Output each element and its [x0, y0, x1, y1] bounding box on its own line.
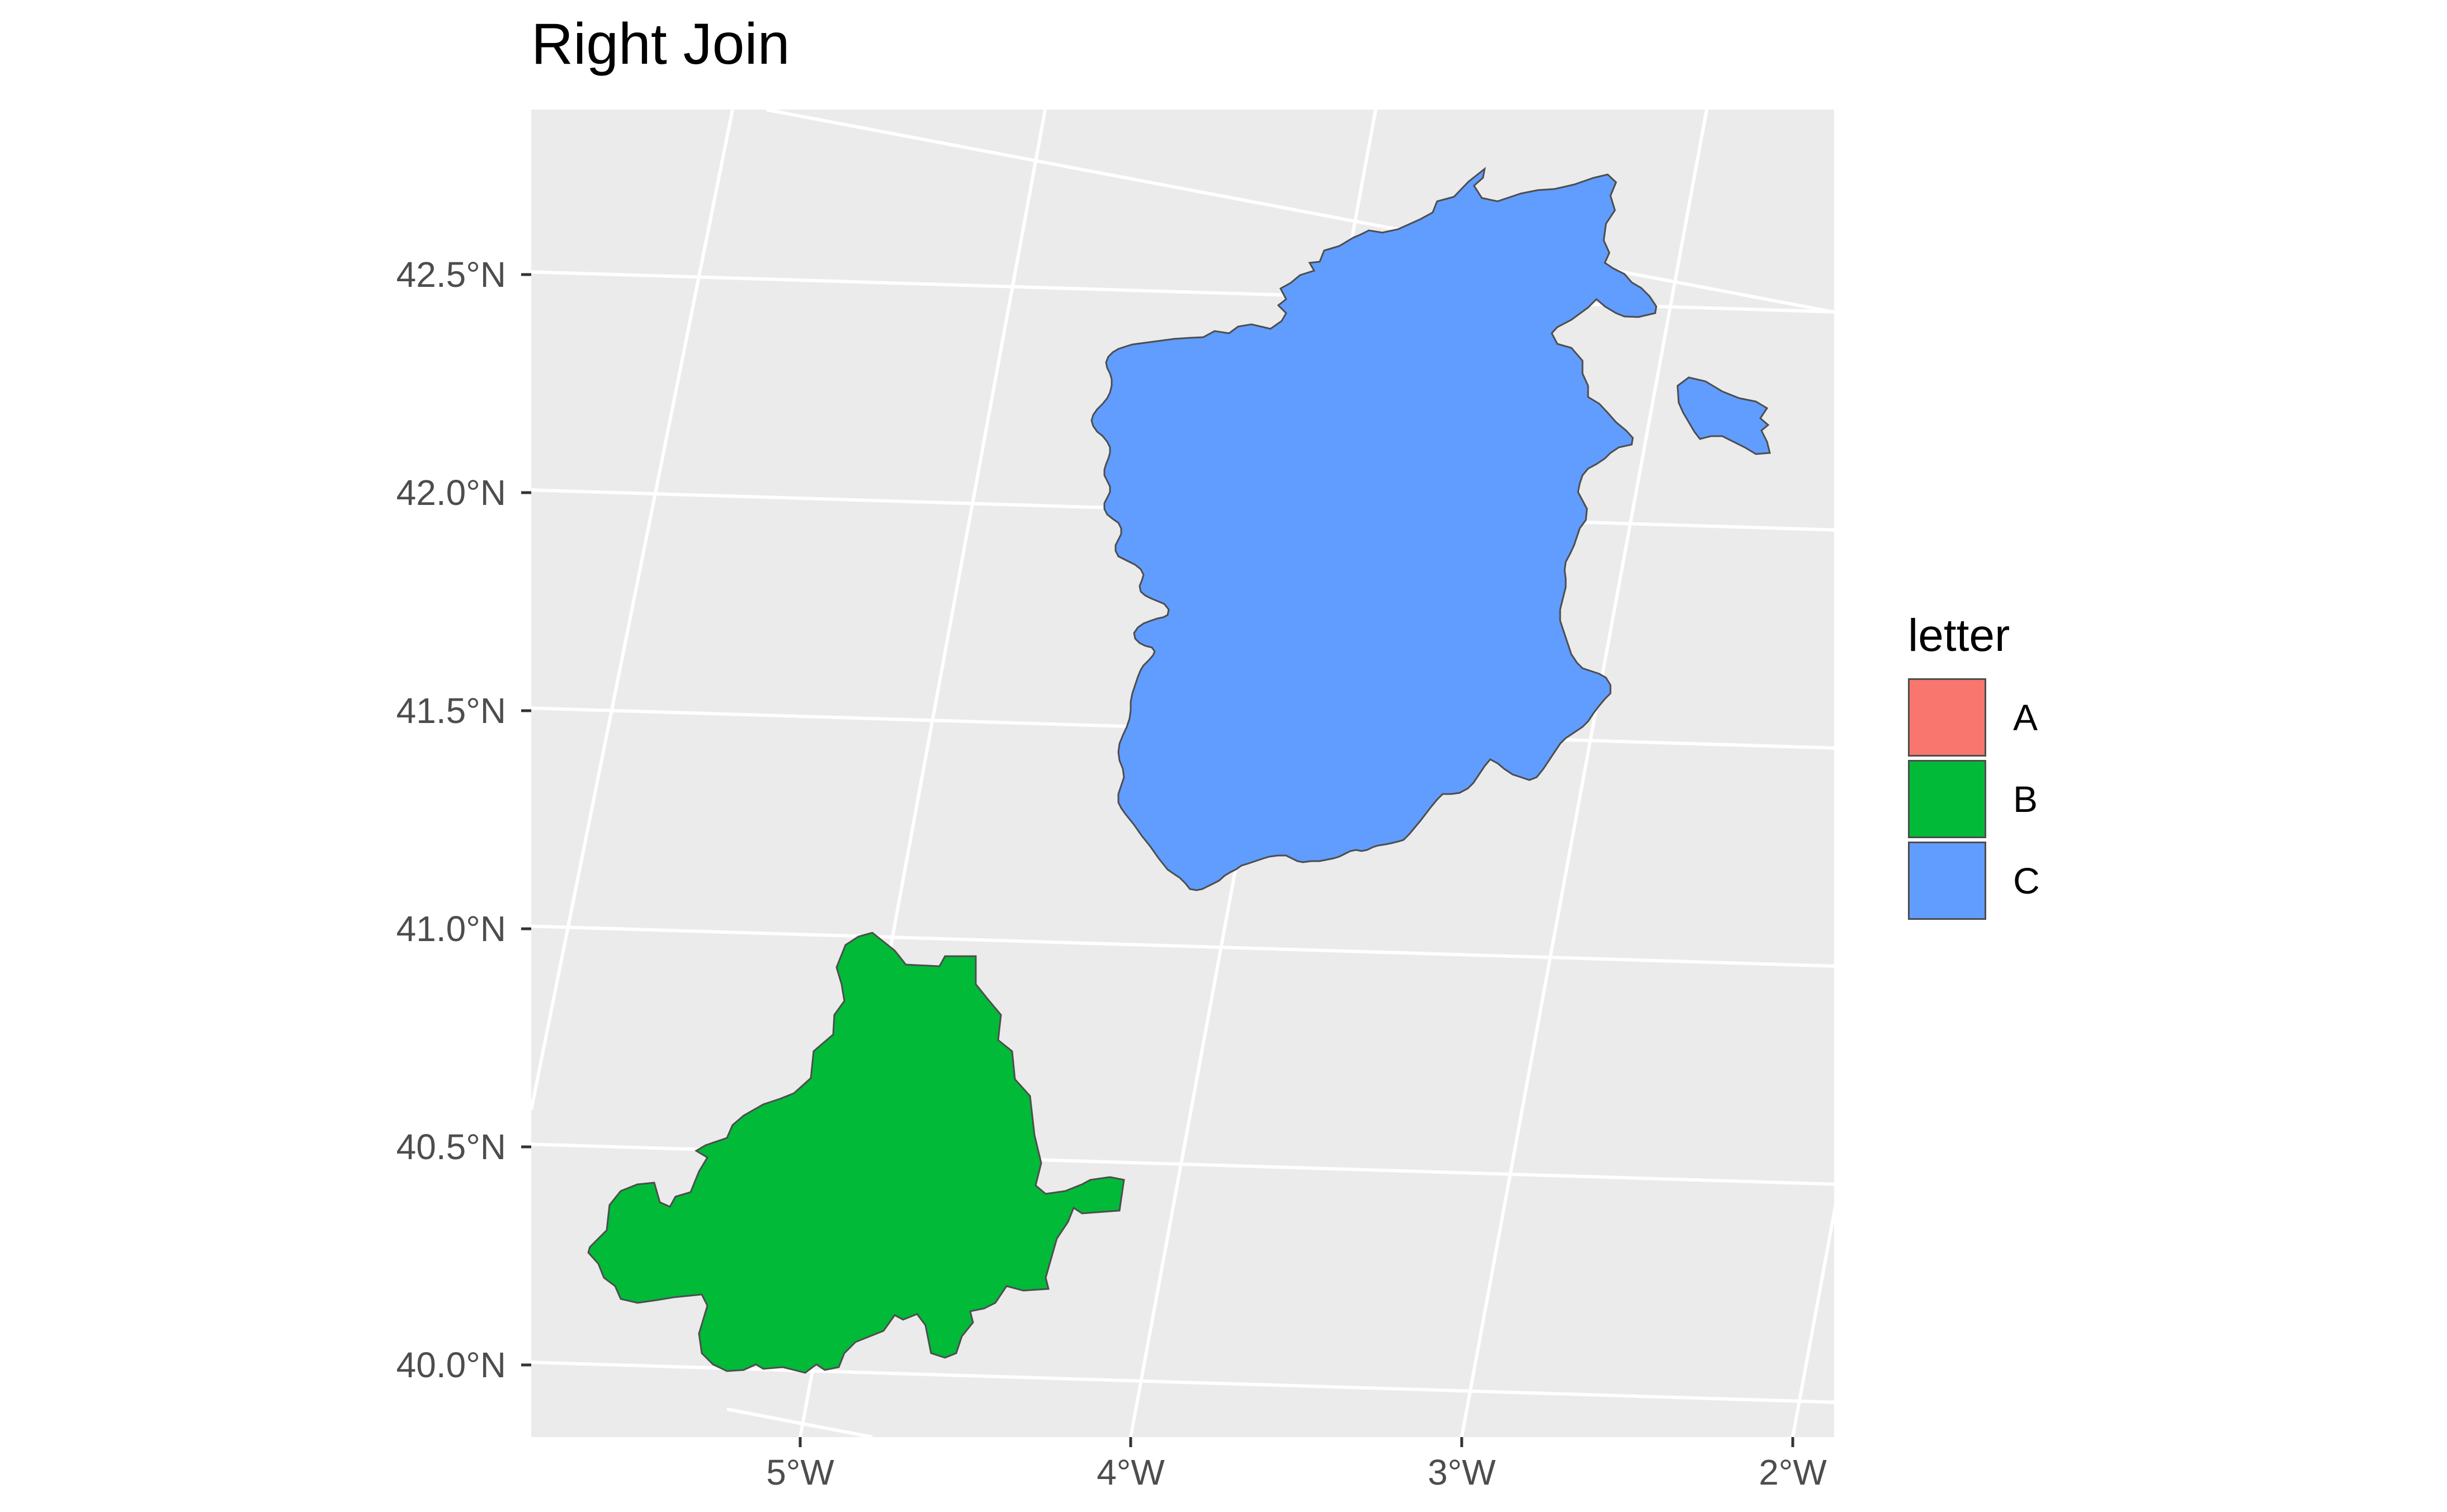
legend-label-a: A — [2013, 697, 2038, 738]
y-tick-label: 41.5°N — [396, 691, 506, 731]
legend-label-b: B — [2013, 778, 2038, 820]
x-axis: 5°W 4°W 3°W 2°W — [766, 1437, 1827, 1492]
legend-title: letter — [1908, 610, 2010, 661]
parallel-gridline — [766, 110, 1834, 314]
legend-key-c — [1908, 842, 1986, 920]
legend-item-b: B — [1908, 758, 2040, 840]
parallel-gridline — [531, 924, 1834, 968]
y-tick-label: 40.5°N — [396, 1127, 506, 1167]
legend-key-list: A B C — [1908, 677, 2040, 922]
x-tick-label: 5°W — [766, 1452, 834, 1492]
y-tick-label: 42.0°N — [396, 472, 506, 513]
region-b — [587, 932, 1125, 1374]
legend: letter A B C — [1908, 609, 2040, 922]
x-tick-label: 2°W — [1759, 1452, 1827, 1492]
y-tick-label: 41.0°N — [396, 909, 506, 949]
y-axis: 42.5°N 42.0°N 41.5°N 41.0°N 40.5°N 40.0°N — [396, 254, 531, 1385]
plot-title: Right Join — [531, 12, 790, 77]
meridian-gridline — [1460, 110, 1709, 1437]
legend-label-c: C — [2013, 860, 2040, 901]
regions-layer — [587, 167, 1771, 1374]
legend-key-b — [1908, 760, 1986, 838]
legend-key-a — [1908, 678, 1986, 757]
parallel-gridline — [726, 1407, 873, 1437]
region-c — [1090, 167, 1657, 891]
x-tick-label: 4°W — [1097, 1452, 1165, 1492]
legend-item-a: A — [1908, 677, 2040, 758]
y-tick-label: 42.5°N — [396, 254, 506, 295]
meridian-gridline — [531, 110, 734, 1111]
legend-item-c: C — [1908, 840, 2040, 922]
region-c-islet — [1676, 376, 1771, 455]
x-tick-label: 3°W — [1428, 1452, 1496, 1492]
y-tick-label: 40.0°N — [396, 1345, 506, 1385]
